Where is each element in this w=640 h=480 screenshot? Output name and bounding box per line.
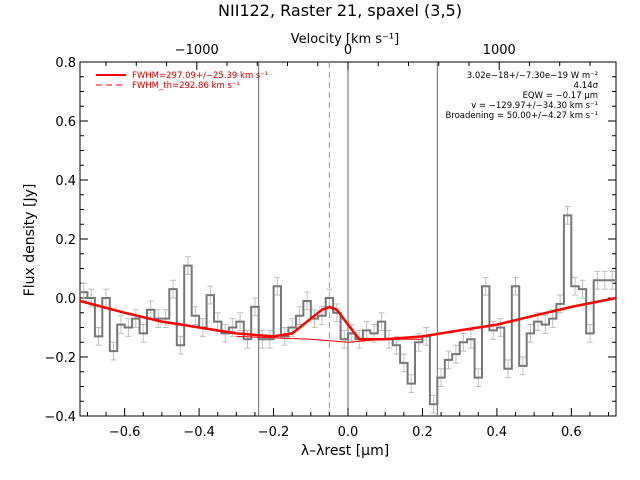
stats-annotation: v = −129.97+/−34.30 km s⁻¹ — [471, 101, 598, 111]
chart-title: NII122, Raster 21, spaxel (3,5) — [218, 1, 462, 20]
x-tick-label: −0.4 — [183, 425, 215, 440]
x-tick-label: −0.2 — [258, 425, 290, 440]
stats-annotation: EQW = −0.17 μm — [523, 91, 598, 101]
y-tick-label: 0.8 — [55, 56, 76, 71]
top-tick-label: −1000 — [175, 43, 219, 58]
legend-label: FWHM_th=292.86 km s⁻¹ — [132, 81, 240, 91]
top-axis-label: Velocity [km s⁻¹] — [291, 32, 399, 47]
top-tick-label: 0 — [344, 43, 352, 58]
x-tick-label: 0.4 — [487, 425, 508, 440]
baseline-fit-series — [236, 335, 423, 343]
legend-label: FWHM=297.09+/−25.39 km s⁻¹ — [132, 71, 268, 81]
top-tick-label: 1000 — [483, 43, 516, 58]
y-tick-label: 0.2 — [55, 233, 76, 248]
y-tick-label: 0.6 — [55, 115, 76, 130]
plot-area: −0.6 −0.4 −0.2 0.0 0.2 0.4 0.6 −0.4 −0.2 0.0 0.2 0.… — [44, 43, 617, 440]
y-axis-label: Flux density [Jy] — [22, 184, 38, 297]
y-tick-label: 0.4 — [55, 174, 76, 189]
x-tick-label: 0.2 — [412, 425, 433, 440]
y-tick-label: −0.2 — [44, 351, 76, 366]
y-tick-label: −0.4 — [44, 410, 76, 425]
fit-curve-series — [79, 296, 617, 341]
x-tick-label: 0.0 — [338, 425, 359, 440]
x-axis-label: λ–λrest [μm] — [301, 443, 389, 459]
stats-annotation: Broadening = 50.00+/−4.27 km s⁻¹ — [445, 111, 598, 121]
flux-step-series — [80, 214, 616, 406]
stats-annotation: 3.02e−18+/−7.30e−19 W m⁻² — [467, 71, 598, 81]
x-tick-label: −0.6 — [109, 425, 141, 440]
y-tick-label: 0.0 — [55, 292, 76, 307]
stats-annotation: 4.14σ — [574, 81, 599, 91]
x-tick-label: 0.6 — [561, 425, 582, 440]
